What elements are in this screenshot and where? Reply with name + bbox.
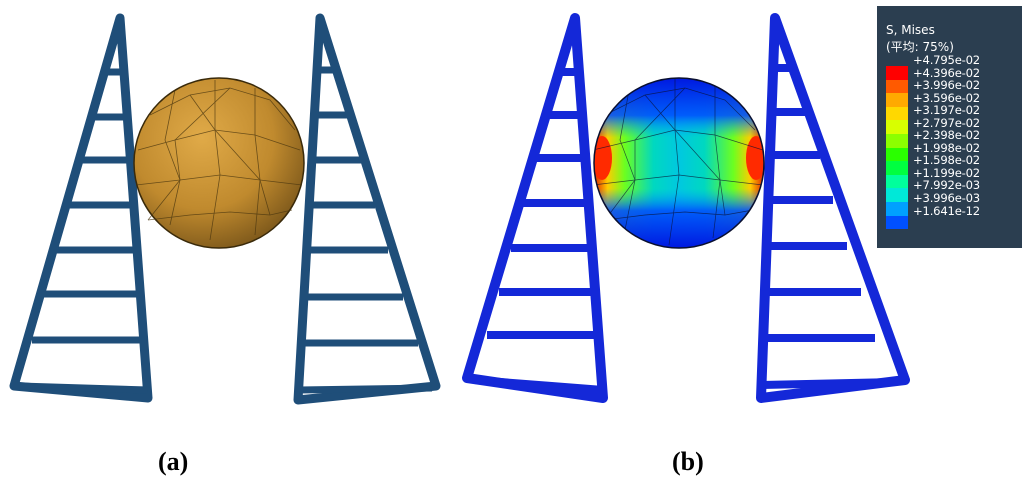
right-frame-b-rungs	[760, 64, 896, 389]
caption-a: (a)	[158, 447, 189, 476]
legend-swatch	[886, 120, 908, 134]
model-a-graphic	[9, 13, 441, 405]
legend-value: +7.992e-03	[913, 178, 980, 193]
legend-value: +4.396e-02	[913, 65, 980, 80]
legend-value: +3.197e-02	[913, 103, 980, 118]
legend-swatch	[886, 106, 908, 121]
legend-swatch	[886, 93, 908, 107]
left-frame-b-rungs	[474, 68, 604, 394]
legend-subtitle: (平均: 75%)	[886, 40, 954, 54]
legend-swatch	[886, 215, 908, 230]
legend-value: +3.596e-02	[913, 90, 980, 105]
legend-value: +3.996e-02	[913, 78, 980, 93]
legend-value: +1.641e-12	[913, 203, 980, 218]
legend-value: +1.199e-02	[913, 165, 980, 180]
legend-swatch	[886, 66, 908, 80]
legend-swatch	[886, 147, 908, 162]
left-frame-a-rungs	[19, 68, 149, 394]
legend-value: +1.998e-02	[913, 140, 980, 155]
panel-b-stress-result	[455, 0, 915, 420]
legend-swatch	[886, 133, 908, 148]
sphere-a-mesh	[135, 80, 303, 241]
legend-value-labels: +4.795e-02 +4.396e-02 +3.996e-02 +3.596e-02…	[913, 54, 980, 217]
sphere-b-stress	[594, 78, 764, 248]
model-b-graphic	[462, 13, 910, 403]
legend-value: +2.398e-02	[913, 128, 980, 143]
legend-value: +2.797e-02	[913, 115, 980, 130]
legend-value: +4.795e-02	[913, 53, 980, 67]
right-frame-b	[756, 13, 910, 403]
panel-a-model	[0, 0, 470, 420]
right-frame-a-rungs	[298, 66, 433, 394]
legend-swatch	[886, 174, 908, 189]
legend-title: S, Mises	[886, 23, 935, 37]
right-frame-a	[293, 13, 441, 405]
legend-value: +3.996e-03	[913, 191, 980, 206]
legend-value: +1.598e-02	[913, 153, 980, 168]
stress-legend: S, Mises (平均: 75%) +4.795e-02 +4.396e-02 +…	[877, 6, 1022, 248]
legend-swatch	[886, 161, 908, 175]
legend-swatch	[886, 79, 908, 94]
legend-color-bar	[886, 66, 908, 230]
legend-swatch	[886, 201, 908, 216]
legend-swatch	[886, 188, 908, 202]
caption-b: (b)	[672, 447, 704, 476]
